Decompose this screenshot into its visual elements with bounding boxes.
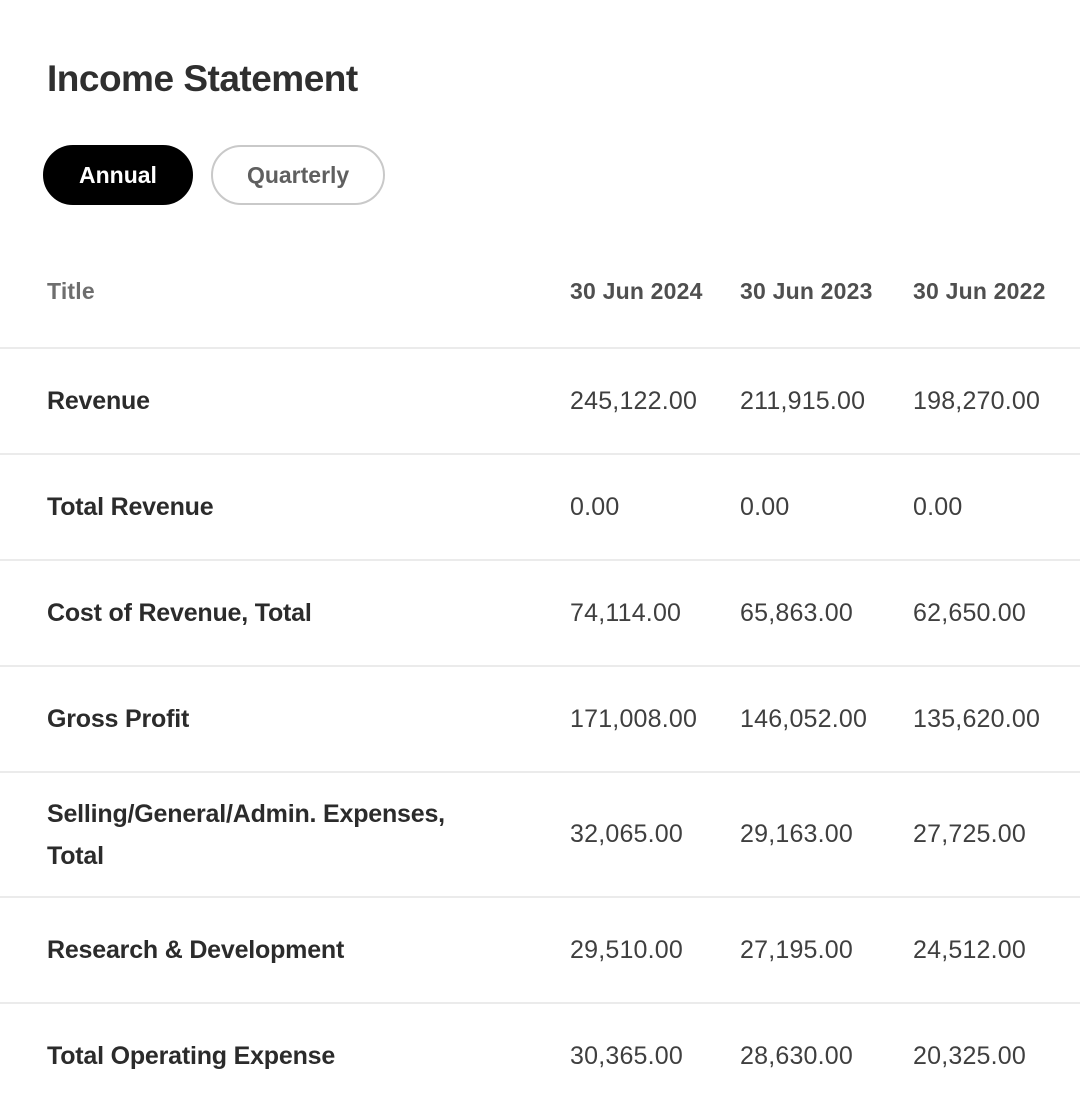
row-value-2024: 0.00 [570, 492, 620, 521]
row-value-2023: 29,163.00 [740, 820, 854, 848]
table-row: Cost of Revenue, Total 74,114.00 65,863.… [0, 561, 1080, 667]
table-body: Revenue 245,122.00 211,915.00 198,270.00… [0, 349, 1080, 1096]
row-value-2024: 29,510.00 [570, 935, 684, 964]
page-title: Income Statement [47, 58, 358, 99]
row-value-2024: 74,114.00 [570, 598, 682, 627]
quarterly-toggle-button[interactable]: Quarterly [210, 145, 386, 205]
row-value-2023: 27,195.00 [740, 935, 854, 964]
row-value-2023: 65,863.00 [740, 598, 854, 627]
period-toggle: Annual Quarterly [43, 145, 1080, 205]
row-value-2022: 27,725.00 [913, 820, 1027, 848]
row-value-2024: 32,065.00 [570, 820, 684, 848]
row-title: Research & Development [47, 936, 345, 964]
row-value-2024: 245,122.00 [570, 386, 698, 415]
annual-toggle-button[interactable]: Annual [43, 145, 193, 205]
table-row: Research & Development 29,510.00 27,195.… [0, 898, 1080, 1004]
row-value-2022: 135,620.00 [913, 704, 1041, 733]
row-title: Revenue [47, 387, 150, 415]
row-title: Gross Profit [47, 705, 190, 733]
row-value-2022: 24,512.00 [913, 935, 1027, 964]
table-row: Revenue 245,122.00 211,915.00 198,270.00 [0, 349, 1080, 455]
income-statement-table: Title 30 Jun 2024 30 Jun 2023 30 Jun 202… [0, 205, 1080, 1096]
row-value-2024: 171,008.00 [570, 704, 698, 733]
table-row: Gross Profit 171,008.00 146,052.00 135,6… [0, 667, 1080, 773]
row-value-2022: 20,325.00 [913, 1041, 1027, 1070]
row-title: Selling/General/Admin. Expenses, Total [47, 799, 445, 870]
row-value-2022: 62,650.00 [913, 598, 1027, 627]
column-header-title: Title [47, 278, 95, 304]
column-header-30-jun-2022: 30 Jun 2022 [913, 278, 1046, 304]
column-header-30-jun-2024: 30 Jun 2024 [570, 278, 703, 304]
row-value-2024: 30,365.00 [570, 1041, 684, 1070]
row-value-2023: 211,915.00 [740, 386, 866, 415]
row-value-2022: 0.00 [913, 492, 963, 521]
row-title: Cost of Revenue, Total [47, 599, 312, 627]
row-title: Total Operating Expense [47, 1042, 336, 1070]
row-value-2023: 28,630.00 [740, 1041, 854, 1070]
row-value-2022: 198,270.00 [913, 386, 1041, 415]
table-row: Selling/General/Admin. Expenses, Total 3… [0, 773, 1080, 898]
row-value-2023: 0.00 [740, 492, 790, 521]
table-row: Total Operating Expense 30,365.00 28,630… [0, 1004, 1080, 1096]
row-value-2023: 146,052.00 [740, 704, 868, 733]
table-header-row: Title 30 Jun 2024 30 Jun 2023 30 Jun 202… [0, 205, 1080, 349]
row-title: Total Revenue [47, 493, 214, 521]
table-row: Total Revenue 0.00 0.00 0.00 [0, 455, 1080, 561]
column-header-30-jun-2023: 30 Jun 2023 [740, 278, 873, 304]
